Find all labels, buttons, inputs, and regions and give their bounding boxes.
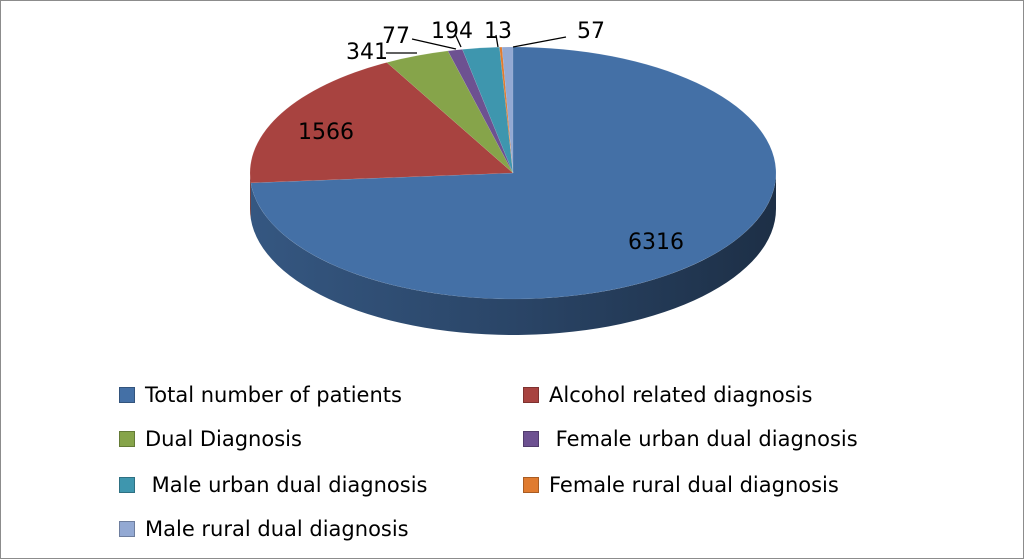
legend-label: Female urban dual diagnosis xyxy=(549,427,858,451)
pie-side-0 xyxy=(250,173,777,336)
legend-item-dual: Dual Diagnosis xyxy=(119,427,302,451)
leader-line-5 xyxy=(495,34,499,48)
pie-slice-3 xyxy=(447,49,514,174)
data-label-4: 194 xyxy=(431,19,473,44)
legend-swatch xyxy=(523,477,539,493)
leader-line-4 xyxy=(454,33,462,48)
data-label-3: 77 xyxy=(382,24,410,49)
legend-swatch xyxy=(523,431,539,447)
legend-item-male-rural: Male rural dual diagnosis xyxy=(119,517,409,541)
legend-label: Female rural dual diagnosis xyxy=(549,473,839,497)
legend-label: Male rural dual diagnosis xyxy=(145,517,409,541)
pie-slice-0 xyxy=(250,46,777,300)
pie-slice-5 xyxy=(499,46,514,174)
legend-label: Total number of patients xyxy=(145,383,402,407)
pie-slice-2 xyxy=(386,50,514,174)
legend-swatch xyxy=(523,387,539,403)
data-label-0: 6316 xyxy=(628,230,684,255)
legend-label: Alcohol related diagnosis xyxy=(549,383,813,407)
data-label-5: 13 xyxy=(484,19,512,44)
leader-line-6 xyxy=(512,36,567,48)
legend-swatch xyxy=(119,431,135,447)
legend-swatch xyxy=(119,387,135,403)
data-label-1: 1566 xyxy=(298,120,354,145)
legend-swatch xyxy=(119,521,135,537)
legend-item-female-rural: Female rural dual diagnosis xyxy=(523,473,839,497)
pie-slice-6 xyxy=(501,46,514,174)
legend-item-alcohol: Alcohol related diagnosis xyxy=(523,383,812,407)
pie-slice-1 xyxy=(249,62,514,184)
data-label-2: 341 xyxy=(346,40,388,65)
legend-item-total: Total number of patients xyxy=(119,383,402,407)
pie-side-1 xyxy=(250,173,251,219)
legend-item-female-urban: Female urban dual diagnosis xyxy=(523,427,858,451)
legend-label: Dual Diagnosis xyxy=(145,427,302,451)
legend-item-male-urban: Male urban dual diagnosis xyxy=(119,473,427,497)
pie-slice-4 xyxy=(462,46,514,174)
legend-swatch xyxy=(119,477,135,493)
legend-label: Male urban dual diagnosis xyxy=(145,473,428,497)
data-label-6: 57 xyxy=(577,19,605,44)
leader-line-3 xyxy=(411,38,457,50)
